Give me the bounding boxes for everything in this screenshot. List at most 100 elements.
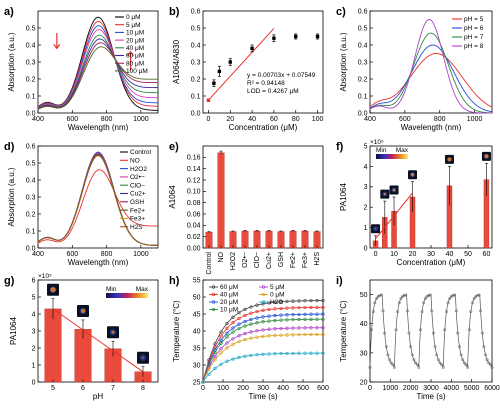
data-point bbox=[389, 361, 393, 365]
data-point bbox=[461, 358, 465, 362]
x-tick-label: 20 bbox=[226, 116, 234, 123]
data-point bbox=[321, 312, 325, 316]
data-point bbox=[217, 69, 222, 74]
y-tick-label: 0.1 bbox=[358, 93, 368, 100]
data-point bbox=[273, 333, 277, 338]
x-tick-label: 3000 bbox=[423, 385, 439, 392]
data-point bbox=[231, 315, 235, 319]
data-point bbox=[201, 380, 205, 384]
data-point bbox=[315, 312, 319, 316]
data-point bbox=[231, 342, 235, 346]
data-point bbox=[267, 352, 271, 356]
y-tick-label: 0.2 bbox=[26, 76, 36, 83]
x-tick-label: 600 bbox=[317, 385, 329, 392]
y-tick-label: 0.4 bbox=[358, 42, 368, 49]
series-line bbox=[202, 306, 324, 383]
legend-label: H2S bbox=[130, 224, 143, 231]
y-tick-label: 0.6 bbox=[191, 8, 201, 15]
panel-label: g) bbox=[4, 275, 15, 287]
data-point bbox=[207, 372, 211, 376]
data-point bbox=[249, 305, 253, 309]
data-point bbox=[321, 317, 325, 321]
data-point bbox=[368, 365, 372, 369]
data-point bbox=[458, 345, 461, 349]
data-point bbox=[297, 351, 301, 355]
x-tick-label: 0 bbox=[368, 385, 372, 392]
legend-marker bbox=[211, 300, 216, 304]
data-point bbox=[212, 81, 216, 85]
data-point bbox=[440, 363, 444, 367]
data-point bbox=[433, 345, 437, 349]
y-tick-label: 0.4 bbox=[26, 177, 36, 184]
y-tick-label: 5 bbox=[364, 143, 368, 150]
x-tick-label: NO bbox=[218, 251, 225, 262]
data-point bbox=[225, 359, 229, 363]
legend-label: 40 μM bbox=[220, 292, 238, 299]
legend-label: pH = 6 bbox=[464, 25, 484, 32]
data-point bbox=[446, 301, 450, 305]
data-point bbox=[462, 361, 466, 365]
plot-frame bbox=[202, 145, 324, 249]
pa-image-core bbox=[374, 228, 377, 230]
data-point bbox=[213, 354, 217, 359]
data-point bbox=[418, 328, 422, 332]
data-point bbox=[243, 331, 247, 336]
data-point bbox=[279, 333, 283, 337]
x-tick-label: 500 bbox=[297, 385, 309, 392]
data-point bbox=[309, 299, 313, 303]
data-point bbox=[391, 363, 395, 367]
x-tick-label: 400 bbox=[32, 251, 44, 258]
data-point bbox=[404, 293, 408, 297]
y-tick-label: 0.0 bbox=[191, 110, 201, 117]
y-tick-label: 30 bbox=[360, 350, 368, 357]
y-tick-label: 0.3 bbox=[26, 59, 36, 66]
data-point bbox=[231, 321, 235, 325]
data-point bbox=[417, 365, 421, 369]
data-point bbox=[243, 338, 247, 342]
data-point bbox=[383, 331, 387, 335]
y-tick-label: 50 bbox=[193, 294, 201, 301]
x-tick-label: 60 bbox=[483, 251, 491, 258]
legend-label: 0 μM bbox=[126, 14, 141, 21]
series-line bbox=[369, 53, 493, 108]
legend-label: H2O bbox=[270, 299, 283, 306]
legend-label: 10 μM bbox=[220, 307, 238, 314]
data-point bbox=[414, 361, 417, 365]
data-point bbox=[315, 332, 319, 337]
data-point bbox=[279, 318, 283, 322]
y-tick-label: 0.5 bbox=[358, 25, 368, 32]
y-tick-label: 0.06 bbox=[187, 211, 201, 218]
data-point bbox=[279, 306, 283, 311]
y-tick-label: 0.08 bbox=[187, 200, 201, 207]
data-point bbox=[303, 299, 307, 303]
colorbar-max-label: Max bbox=[136, 286, 149, 293]
data-point bbox=[303, 317, 307, 321]
x-tick-label: 1000 bbox=[383, 385, 399, 392]
series-line bbox=[369, 44, 493, 113]
legend-label: 5 μM bbox=[126, 22, 141, 29]
y-multiplier: ×10⁵ bbox=[370, 139, 384, 146]
data-point bbox=[467, 328, 471, 332]
data-point bbox=[469, 310, 473, 314]
x-tick-label: 100 bbox=[312, 116, 324, 123]
data-point bbox=[255, 316, 259, 320]
data-point bbox=[249, 330, 253, 334]
data-point bbox=[285, 326, 289, 330]
data-point bbox=[321, 351, 325, 355]
panel-label: e) bbox=[169, 141, 179, 153]
y-tick-label: 0.5 bbox=[26, 25, 36, 32]
legend-marker bbox=[211, 307, 216, 312]
x-tick-label: 40 bbox=[248, 116, 256, 123]
x-tick-label: 1000 bbox=[133, 251, 149, 258]
data-point bbox=[225, 335, 229, 339]
data-point bbox=[261, 315, 265, 319]
x-tick-label: Fe3+ bbox=[302, 252, 309, 268]
data-point bbox=[249, 353, 253, 358]
data-point bbox=[291, 299, 295, 303]
data-point bbox=[219, 338, 223, 342]
y-tick-label: 0.16 bbox=[187, 155, 201, 162]
y-tick-label: 20 bbox=[360, 379, 368, 386]
data-point bbox=[219, 334, 223, 338]
data-point bbox=[309, 326, 313, 330]
data-point bbox=[267, 327, 271, 331]
